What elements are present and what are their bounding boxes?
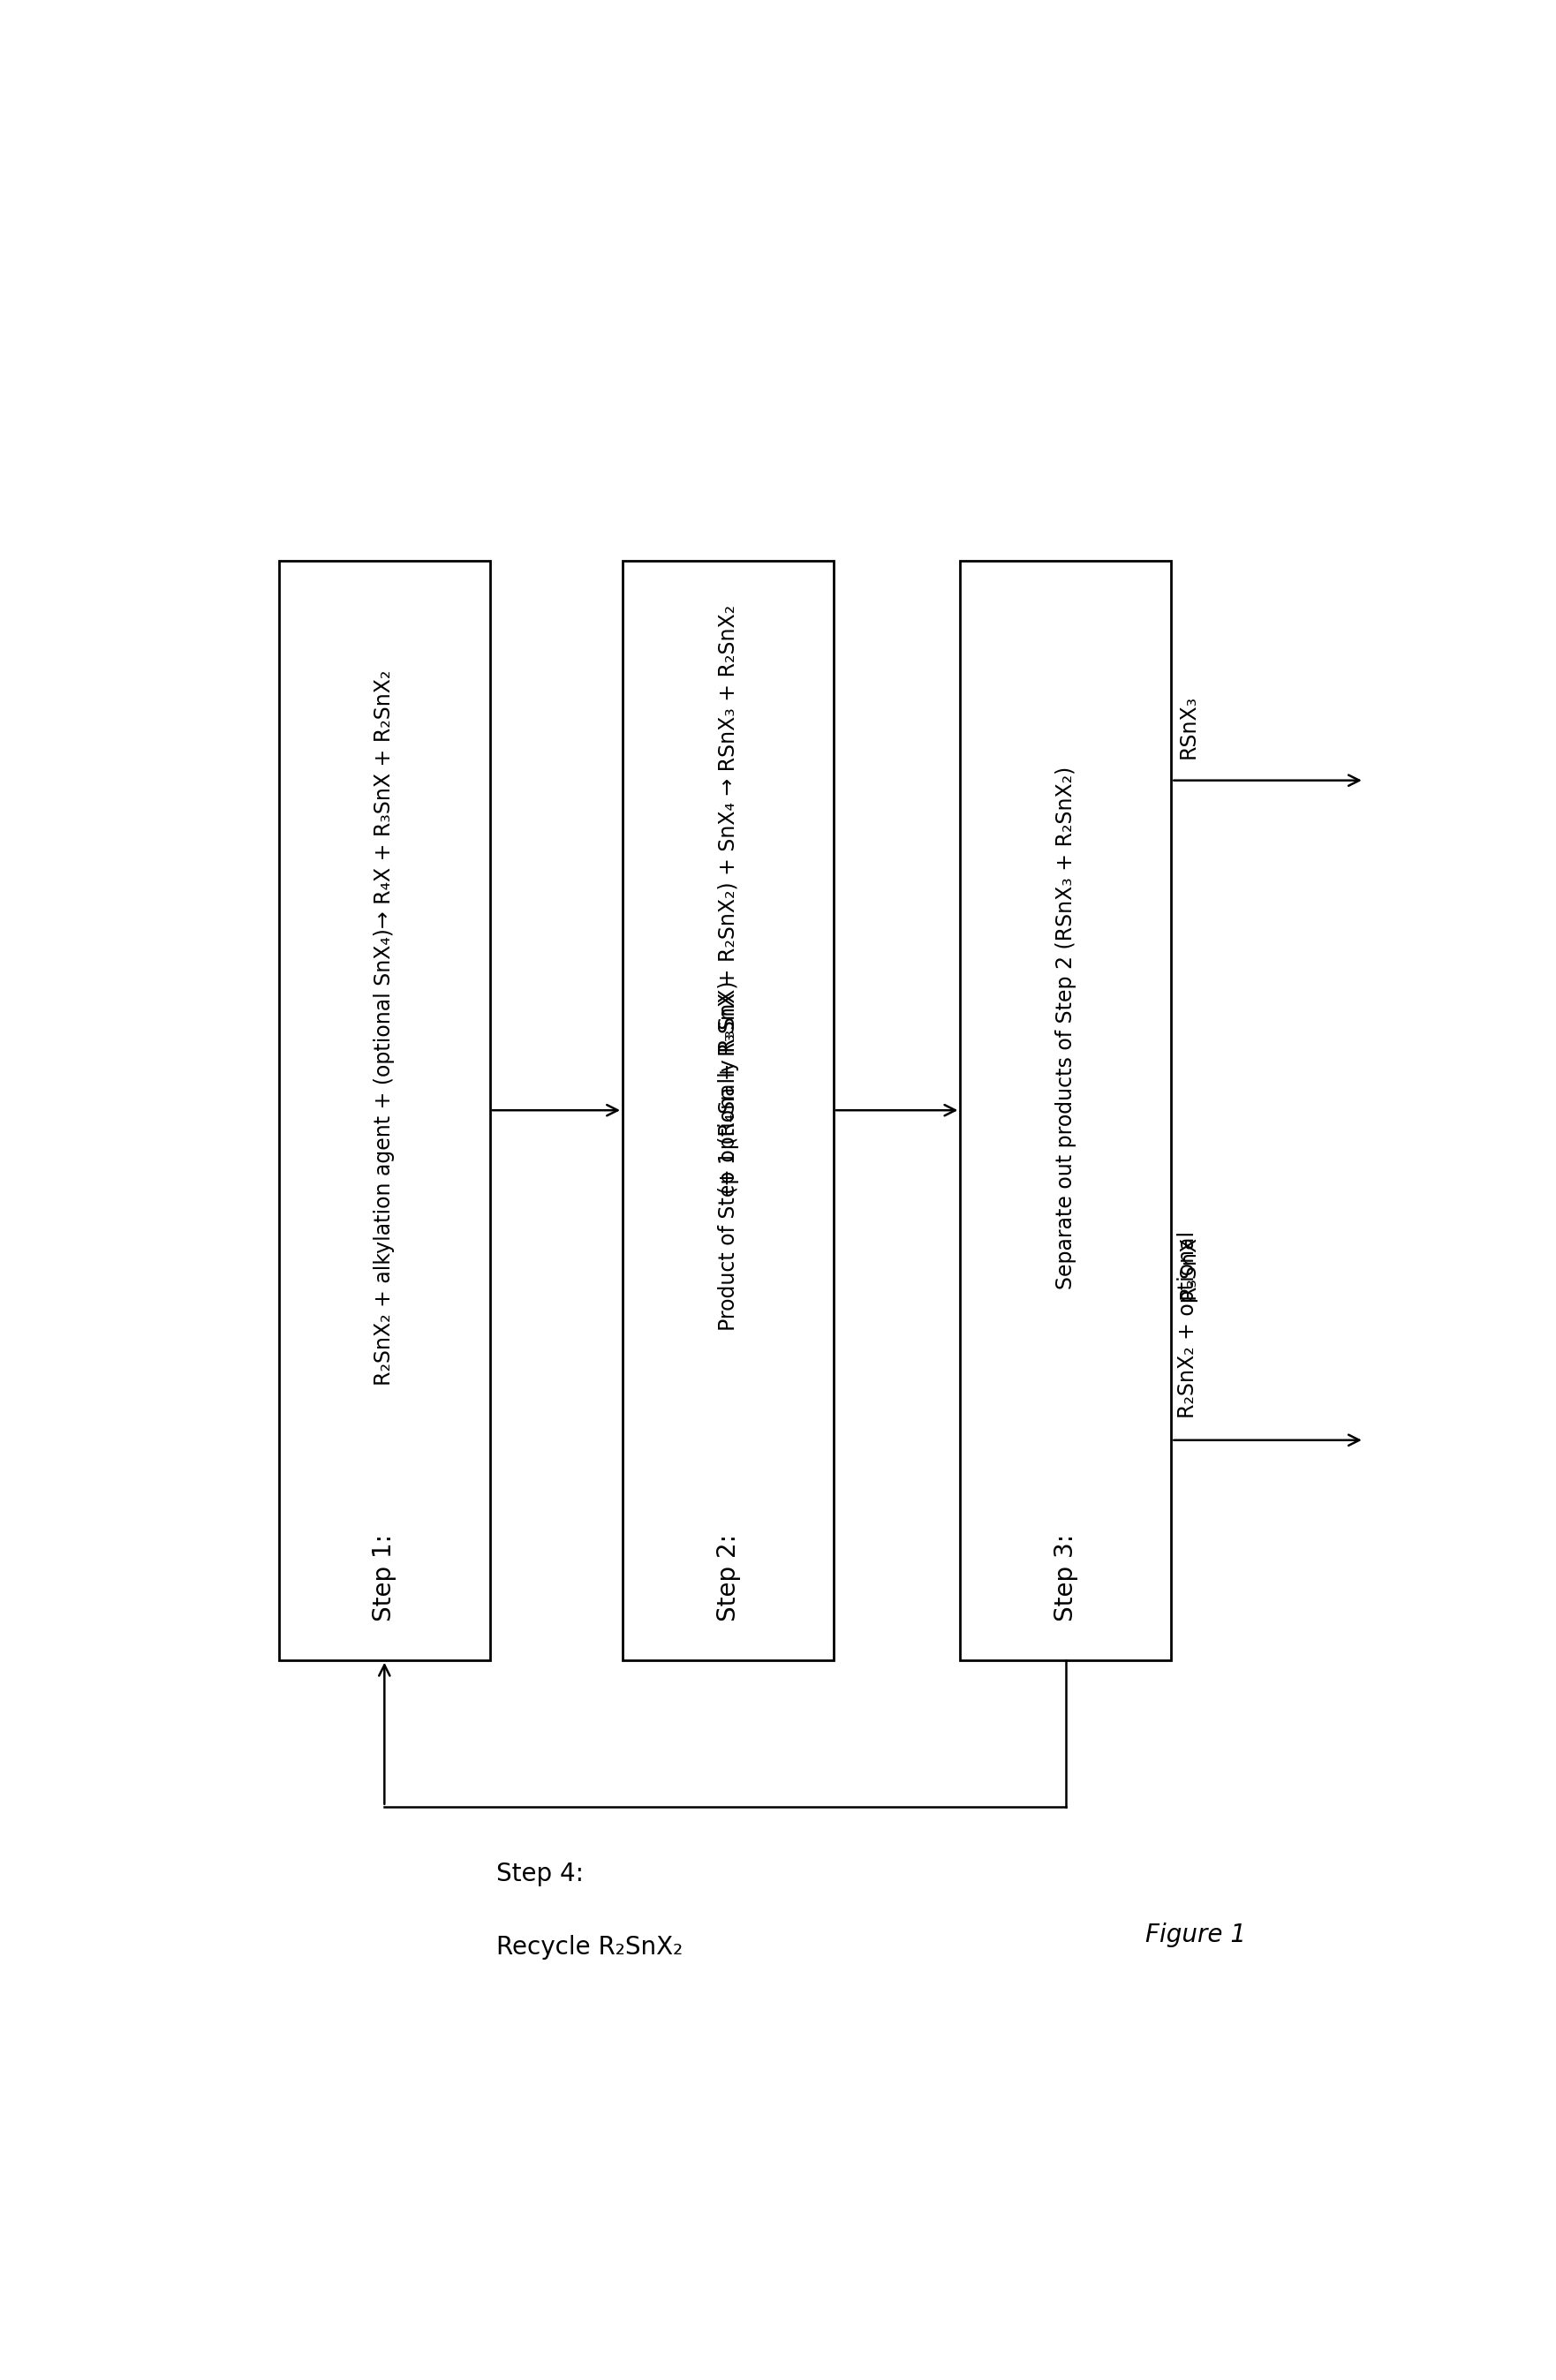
- Text: Step 1:: Step 1:: [372, 1533, 397, 1621]
- Bar: [279, 562, 490, 1661]
- Bar: [960, 562, 1172, 1661]
- Bar: [622, 562, 834, 1661]
- Text: (+ optionally R₃SnX): (+ optionally R₃SnX): [717, 981, 739, 1195]
- Text: R₂SnX₂ + alkylation agent + (optional SnX₄)→ R₄X + R₃SnX + R₂SnX₂: R₂SnX₂ + alkylation agent + (optional Sn…: [373, 671, 395, 1385]
- Text: Product of Step 1 (R₄Sn + R₃SnX + R₂SnX₂) + SnX₄ → RSnX₃ + R₂SnX₂: Product of Step 1 (R₄Sn + R₃SnX + R₂SnX₂…: [717, 605, 739, 1330]
- Text: Figure 1: Figure 1: [1145, 1923, 1246, 1947]
- Text: Separate out products of Step 2 (RSnX₃ + R₂SnX₂): Separate out products of Step 2 (RSnX₃ +…: [1055, 766, 1077, 1290]
- Text: Step 4:: Step 4:: [496, 1861, 584, 1887]
- Text: R₂SnX₂ + optional: R₂SnX₂ + optional: [1178, 1230, 1198, 1418]
- Text: R₃SnX: R₃SnX: [1178, 1235, 1198, 1299]
- Text: Step 2:: Step 2:: [716, 1533, 741, 1621]
- Text: Step 3:: Step 3:: [1053, 1533, 1078, 1621]
- Text: Recycle R₂SnX₂: Recycle R₂SnX₂: [496, 1935, 683, 1959]
- Text: RSnX₃: RSnX₃: [1178, 695, 1198, 759]
